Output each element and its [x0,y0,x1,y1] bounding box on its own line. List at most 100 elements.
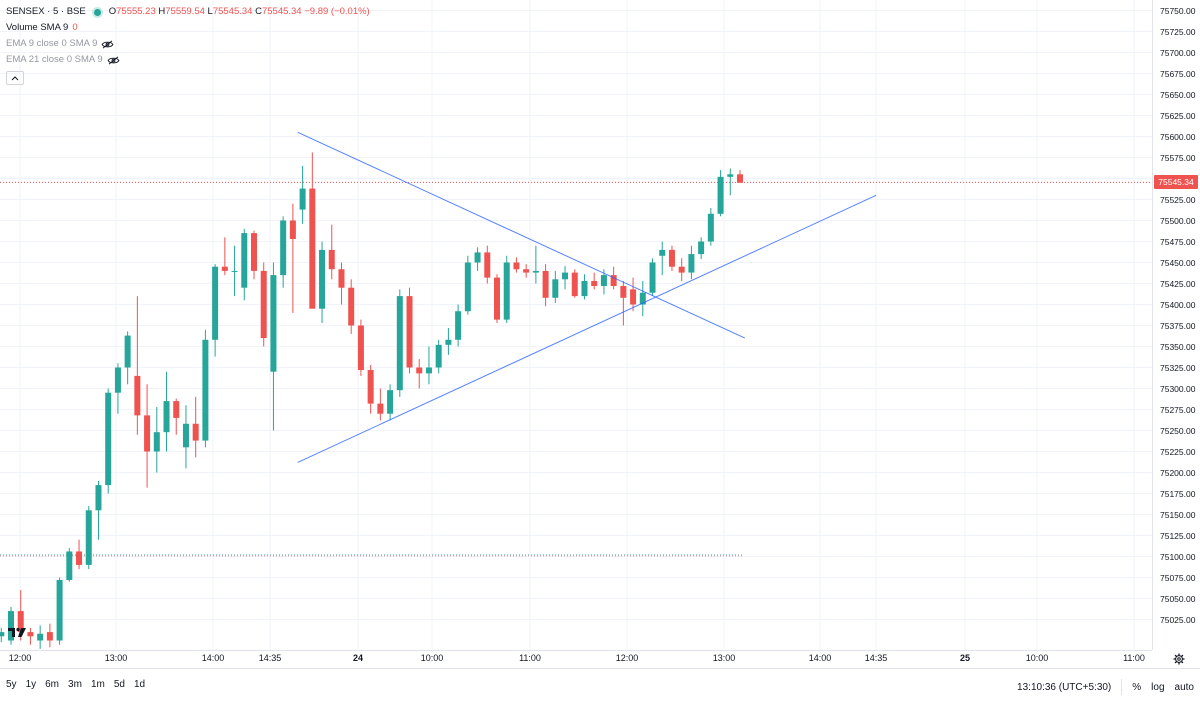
candle-body [173,401,180,418]
candle-body [338,269,345,288]
candle [620,280,627,326]
candle-body [270,275,277,372]
candle [56,577,63,645]
candle [562,265,569,290]
candle [503,255,510,323]
candles [0,152,743,649]
ohlc-close: 75545.34 [261,6,302,17]
candle [221,237,228,276]
candle [688,245,695,280]
candle [66,548,73,582]
clock-timezone[interactable]: 13:10:36 (UTC+5:30) [1017,681,1112,693]
divider [1121,679,1123,695]
candle [416,359,423,389]
candle [591,272,598,290]
chart-pane[interactable]: SENSEX · 5 · BSE O75555.23 H75559.54 L75… [0,0,1152,650]
candle [523,264,530,278]
candle-body [610,275,617,287]
candle-body [445,339,452,345]
price-tick-label: 75125.00 [1160,530,1196,541]
candle [727,168,734,196]
ema9-indicator-row[interactable]: EMA 9 close 0 SMA 9 [6,36,370,52]
range-button-5d[interactable]: 5d [113,679,125,690]
candle-body [0,632,5,637]
price-tick-label: 75575.00 [1160,152,1196,163]
ohlc-change: −9.89 (−0.01%) [304,6,370,17]
range-button-1m[interactable]: 1m [90,679,105,690]
time-tick-label: 14:00 [201,653,225,663]
tradingview-logo[interactable] [6,624,28,640]
candle-body [37,633,44,641]
candle-body [396,296,403,391]
ohlc-close-key: C [255,6,262,17]
candle [581,274,588,300]
candle-body [639,292,646,305]
range-button-6m[interactable]: 6m [45,679,60,690]
range-button-1y[interactable]: 1y [25,679,37,690]
time-tick-label: 14:35 [258,653,282,663]
candle-body [17,611,24,633]
hidden-eye-icon[interactable] [101,40,114,49]
candle [202,329,209,448]
grid [0,0,1152,650]
candle-body [66,551,73,581]
ema21-indicator-label[interactable]: EMA 21 close 0 SMA 9 [6,54,103,65]
auto-scale-toggle[interactable]: auto [1174,681,1194,693]
time-tick-label: 11:00 [519,653,541,663]
candle-body [532,270,539,273]
price-tick-label: 75725.00 [1160,26,1196,37]
candlestick-chart[interactable] [0,0,1152,650]
candle [241,228,248,301]
candle-body [124,335,131,368]
price-tick-label: 75225.00 [1160,446,1196,457]
symbol-label[interactable]: SENSEX · 5 · BSE [6,6,86,17]
candle [630,277,637,312]
candle-body [8,611,14,641]
candle [737,170,743,183]
candle-body [406,296,413,368]
market-status-icon [93,8,101,16]
ohlc-high: 75559.54 [165,6,205,17]
price-tick-label: 75525.00 [1160,194,1196,205]
candle [678,258,685,281]
log-scale-toggle[interactable]: log [1151,681,1165,693]
range-button-1d[interactable]: 1d [133,679,146,690]
candle [338,262,345,305]
time-tick-label: 25 [959,653,971,663]
volume-indicator-label[interactable]: Volume SMA 9 [6,22,69,33]
ema21-indicator-row[interactable]: EMA 21 close 0 SMA 9 [6,52,370,68]
price-tick-label: 75050.00 [1160,593,1196,604]
chart-settings-button[interactable] [1170,650,1188,668]
candle-body [202,339,209,441]
price-scale[interactable]: 75750.00 75725.00 75700.00 75675.00 75650.00… [1152,0,1200,650]
candle-body [552,279,559,298]
candle-body [513,262,520,270]
ema9-indicator-label[interactable]: EMA 9 close 0 SMA 9 [6,38,98,49]
hidden-eye-icon[interactable] [107,56,120,65]
ohlc-open: 75555.23 [116,6,156,17]
range-button-3m[interactable]: 3m [68,679,82,690]
candle [328,224,335,280]
time-tick-label: 14:35 [864,653,888,663]
price-tick-label: 75750.00 [1160,5,1196,16]
ohlc-low: 75545.34 [212,6,253,17]
time-scale[interactable]: 12:00 13:00 14:00 14:35 24 10:00 11:00 12:00 13:… [0,650,1152,668]
candle [251,230,257,280]
candle [396,289,403,397]
price-tick-label: 75425.00 [1160,278,1196,289]
ohlc-high-key: H [158,6,166,17]
candle [134,296,141,435]
candle-body [455,311,462,340]
symbol-row[interactable]: SENSEX · 5 · BSE O75555.23 H75559.54 L75… [6,4,370,20]
chevron-up-icon [11,75,19,80]
candle-body [241,233,248,288]
range-button-5y[interactable]: 5y [6,679,17,690]
candle-body [649,262,656,293]
collapse-legend-button[interactable] [6,71,24,85]
candle [513,257,520,273]
price-tick-label: 75300.00 [1160,383,1196,394]
volume-indicator-row[interactable]: Volume SMA 9 0 [6,20,370,36]
percent-scale-toggle[interactable]: % [1132,681,1142,693]
candle [552,270,559,303]
time-tick-label: 24 [352,653,364,663]
